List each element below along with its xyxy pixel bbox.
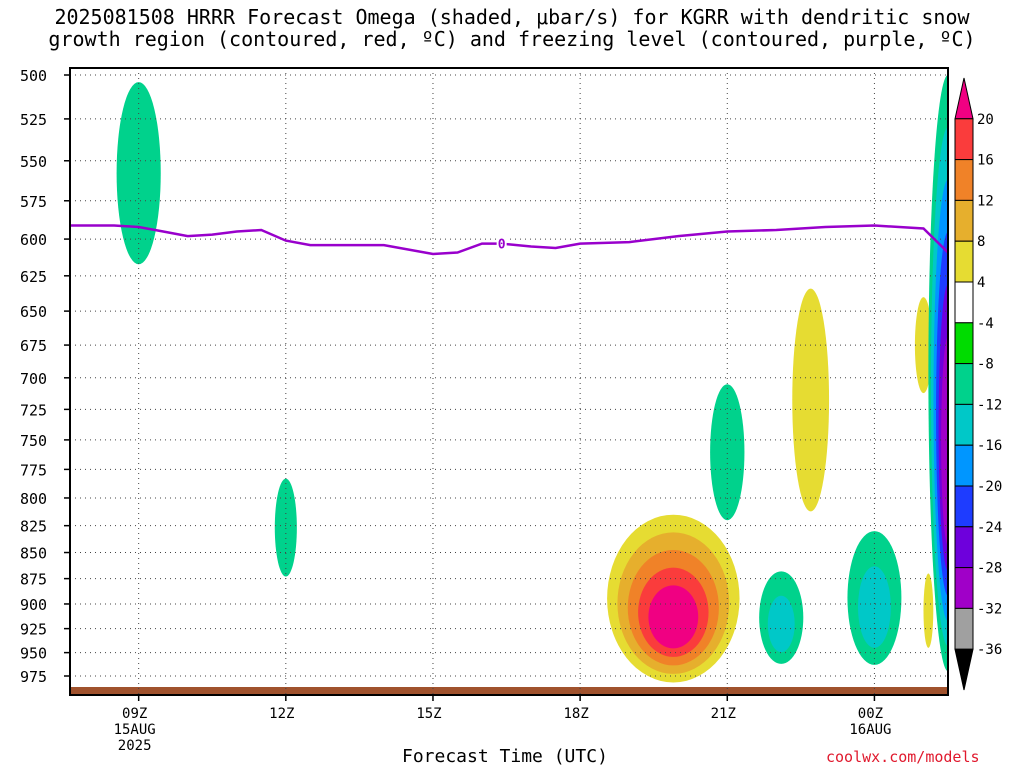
colorbar-swatch-8: [954, 403, 974, 446]
omega-shading-layer: [116, 75, 948, 683]
y-tick-label-775: 775: [20, 461, 47, 479]
y-tick-label-850: 850: [20, 545, 47, 563]
x-tick-label-12-0: 21Z: [711, 706, 736, 722]
colorbar-swatch-5: [954, 281, 974, 324]
colorbar-label--20: -20: [977, 479, 1002, 495]
colorbar-label--24: -24: [977, 520, 1002, 536]
plot-frame: [69, 67, 949, 696]
ground-strip-layer: [70, 687, 948, 695]
x-tick-label-9-0: 18Z: [563, 706, 588, 722]
omega-contour-5-20: [648, 585, 699, 649]
y-tick-label-650: 650: [20, 303, 47, 321]
y-tick-label-875: 875: [20, 571, 47, 589]
colorbar-label--4: -4: [977, 316, 994, 332]
omega-contour-2--8: [710, 384, 745, 521]
y-tick-label-750: 750: [20, 432, 47, 450]
x-axis-label: Forecast Time (UTC): [402, 746, 608, 767]
colorbar-label--28: -28: [977, 561, 1002, 577]
colorbar-arrow-bottom: [954, 648, 974, 691]
axis-labels-layer: 500 525 550 575 600 625 650 675 700 725 750 775 800 8…: [20, 67, 892, 754]
x-tick-label-0-2: 2025: [118, 738, 152, 754]
freezing-level-line: [70, 224, 949, 256]
y-tick-label-825: 825: [20, 518, 47, 536]
colorbar-arrow-top: [954, 77, 974, 120]
colorbar-swatch-1: [954, 118, 974, 161]
colorbar-swatch-12: [954, 567, 974, 609]
y-tick-label-600: 600: [20, 231, 47, 249]
colorbar-swatch-9: [954, 444, 974, 487]
x-tick-label-3-0: 12Z: [269, 706, 294, 722]
colorbar-label--12: -12: [977, 397, 1002, 413]
y-tick-label-725: 725: [20, 401, 47, 419]
ground-strip: [70, 687, 948, 695]
colorbar-swatch-4: [954, 240, 974, 283]
colorbar-swatch-3: [954, 199, 974, 242]
colorbar-swatch-13: [954, 607, 974, 650]
x-tick-label-15-1: 16AUG: [849, 722, 891, 738]
colorbar: 20 16 12 8 4 -4 -8 -12 -16 -20 -24 -28 -32 -36: [954, 77, 1002, 691]
x-tick-label-0-0: 09Z: [122, 706, 147, 722]
credit-link[interactable]: coolwx.com/models: [826, 748, 980, 766]
y-tick-label-900: 900: [20, 596, 47, 614]
colorbar-swatch-11: [954, 526, 974, 569]
colorbar-label--32: -32: [977, 601, 1002, 617]
y-tick-label-500: 500: [20, 67, 47, 85]
colorbar-label-8: 8: [977, 234, 985, 250]
omega-contour-8-4: [923, 573, 934, 648]
y-tick-label-625: 625: [20, 268, 47, 286]
colorbar-swatch-6: [954, 322, 974, 365]
colorbar-label-12: 12: [977, 193, 994, 209]
colorbar-swatch-10: [954, 485, 974, 528]
freezing-level-label-bg: [496, 236, 507, 250]
y-tick-label-550: 550: [20, 153, 47, 171]
y-tick-label-800: 800: [20, 490, 47, 508]
colorbar-label-20: 20: [977, 112, 994, 128]
y-tick-label-975: 975: [20, 668, 47, 686]
y-tick-label-950: 950: [20, 645, 47, 663]
y-tick-label-575: 575: [20, 193, 47, 211]
freezing-level-layer: 0: [70, 224, 949, 256]
colorbar-swatch-2: [954, 159, 974, 201]
chart-title: 2025081508 HRRR Forecast Omega (shaded, …: [0, 6, 1024, 50]
omega-contour-9--28: [941, 336, 948, 546]
colorbar-swatch-7: [954, 363, 974, 405]
colorbar-label-4: 4: [977, 275, 985, 291]
x-tick-label-15-0: 00Z: [858, 706, 883, 722]
y-tick-label-525: 525: [20, 111, 47, 129]
x-tick-label-0-1: 15AUG: [114, 722, 156, 738]
colorbar-label-16: 16: [977, 153, 994, 169]
y-tick-label-700: 700: [20, 370, 47, 388]
chart-title-line2: growth region (contoured, red, ºC) and f…: [48, 27, 976, 51]
y-tick-label-675: 675: [20, 337, 47, 355]
colorbar-label--8: -8: [977, 357, 994, 373]
omega-contour-7--12: [857, 566, 891, 648]
x-tick-label-6-0: 15Z: [416, 706, 441, 722]
freezing-level-label: 0: [498, 238, 506, 253]
chart-title-line1: 2025081508 HRRR Forecast Omega (shaded, …: [54, 5, 970, 29]
omega-contour-4-4: [914, 297, 933, 394]
omega-contour-3-4: [792, 288, 830, 512]
colorbar-label--36: -36: [977, 642, 1002, 658]
y-tick-label-925: 925: [20, 621, 47, 639]
colorbar-label--16: -16: [977, 438, 1002, 454]
omega-contour-6--12: [767, 595, 795, 653]
